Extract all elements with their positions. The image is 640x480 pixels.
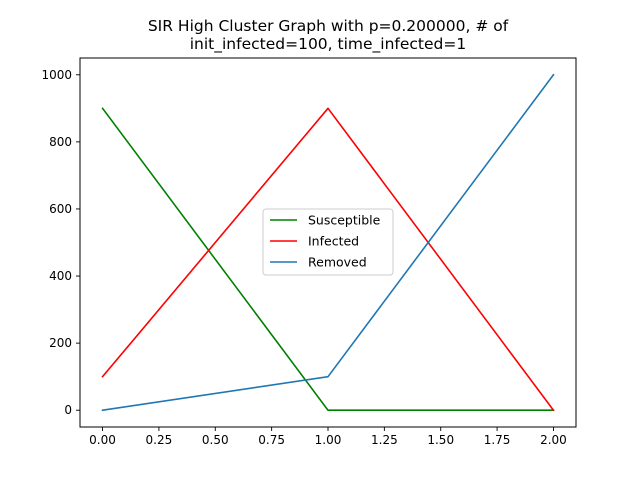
y-tick-label: 200 (49, 336, 72, 350)
plot-area-frame (79, 57, 577, 428)
series-lines (101, 73, 555, 412)
chart-title-line-1: SIR High Cluster Graph with p=0.200000, … (148, 17, 509, 35)
y-tick-label: 400 (49, 269, 72, 283)
y-tick-label: 600 (49, 202, 72, 216)
x-tick-label: 1.25 (371, 433, 398, 447)
x-tick-label: 1.75 (484, 433, 511, 447)
x-tick-label: 0.50 (202, 433, 229, 447)
x-tick-label: 2.00 (540, 433, 567, 447)
legend-label: Removed (308, 255, 367, 270)
x-tick-label: 0.00 (89, 433, 116, 447)
legend-label: Susceptible (308, 213, 381, 228)
series-line-removed (101, 73, 555, 412)
legend-label: Infected (308, 234, 359, 249)
x-tick-label: 1.50 (427, 433, 454, 447)
legend-box (262, 208, 394, 276)
x-tick-label: 1.00 (315, 433, 342, 447)
y-tick-label: 0 (64, 403, 72, 417)
y-axis-ticks: 0 200 400 600 800 1000 (41, 68, 80, 417)
y-tick-label: 1000 (41, 68, 72, 82)
legend: Susceptible Infected Removed (262, 208, 394, 276)
series-line-susceptible (101, 107, 555, 412)
x-axis-ticks: 0.00 0.25 0.50 0.75 1.00 1.25 1.50 1.75 2.00 (89, 427, 567, 447)
y-tick-label: 800 (49, 135, 72, 149)
x-tick-label: 0.25 (146, 433, 173, 447)
x-tick-label: 0.75 (258, 433, 285, 447)
series-line-infected (101, 107, 555, 412)
chart-title-line-2: init_infected=100, time_infected=1 (190, 35, 467, 54)
